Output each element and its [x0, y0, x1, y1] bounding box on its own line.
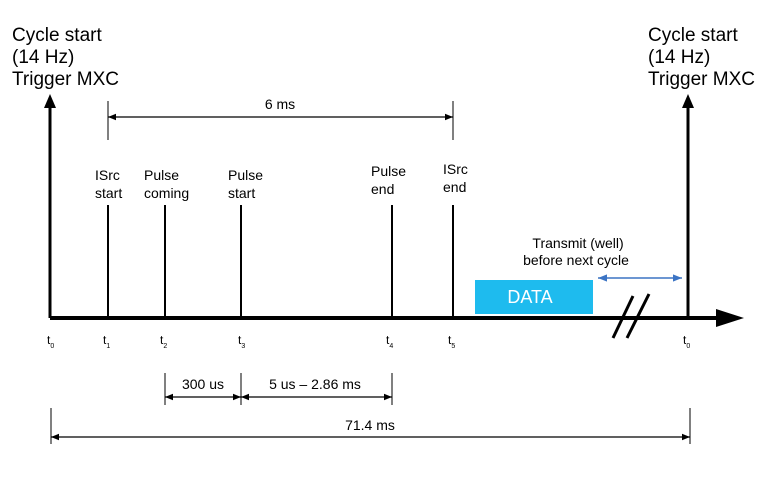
data-box [475, 280, 593, 314]
tick-t3: t3 [238, 333, 245, 350]
cycle-start-label-right: Cycle start (14 Hz) Trigger MXC [648, 25, 755, 90]
span-total-label: 71.4 ms [345, 417, 395, 433]
event-label: Pulse coming [144, 167, 189, 201]
transmit-label: Transmit (well) before next cycle [523, 235, 629, 268]
axis-break-mark [625, 293, 651, 339]
event-isrc-start: ISrc start [95, 167, 124, 316]
cycle-start-arrowhead-left [44, 94, 56, 108]
event-label: ISrc start [95, 167, 124, 201]
span-300us-label: 300 us [182, 376, 224, 392]
cycle-start-label-left: Cycle start (14 Hz) Trigger MXC [12, 25, 119, 90]
tick-t4: t4 [386, 333, 393, 350]
event-pulse-end: Pulse end [371, 163, 410, 316]
cycle-start-arrowhead-right [682, 94, 694, 108]
event-pulse-coming: Pulse coming [144, 167, 189, 316]
timeline-arrowhead [716, 309, 744, 327]
tick-t0-left: t0 [47, 333, 54, 350]
event-label: ISrc end [443, 161, 472, 195]
tick-t0-right: t0 [683, 333, 690, 350]
event-isrc-end: ISrc end [443, 161, 472, 316]
axis-break-mark [611, 295, 635, 339]
span-6ms-label: 6 ms [265, 96, 295, 112]
event-pulse-start: Pulse start [228, 167, 267, 316]
span-pulse-label: 5 us – 2.86 ms [269, 376, 361, 392]
event-label: Pulse start [228, 167, 267, 201]
tick-t5: t5 [448, 333, 455, 350]
tick-t1: t1 [103, 333, 110, 350]
data-box-label: DATA [507, 287, 552, 307]
event-label: Pulse end [371, 163, 410, 197]
tick-t2: t2 [160, 333, 167, 350]
